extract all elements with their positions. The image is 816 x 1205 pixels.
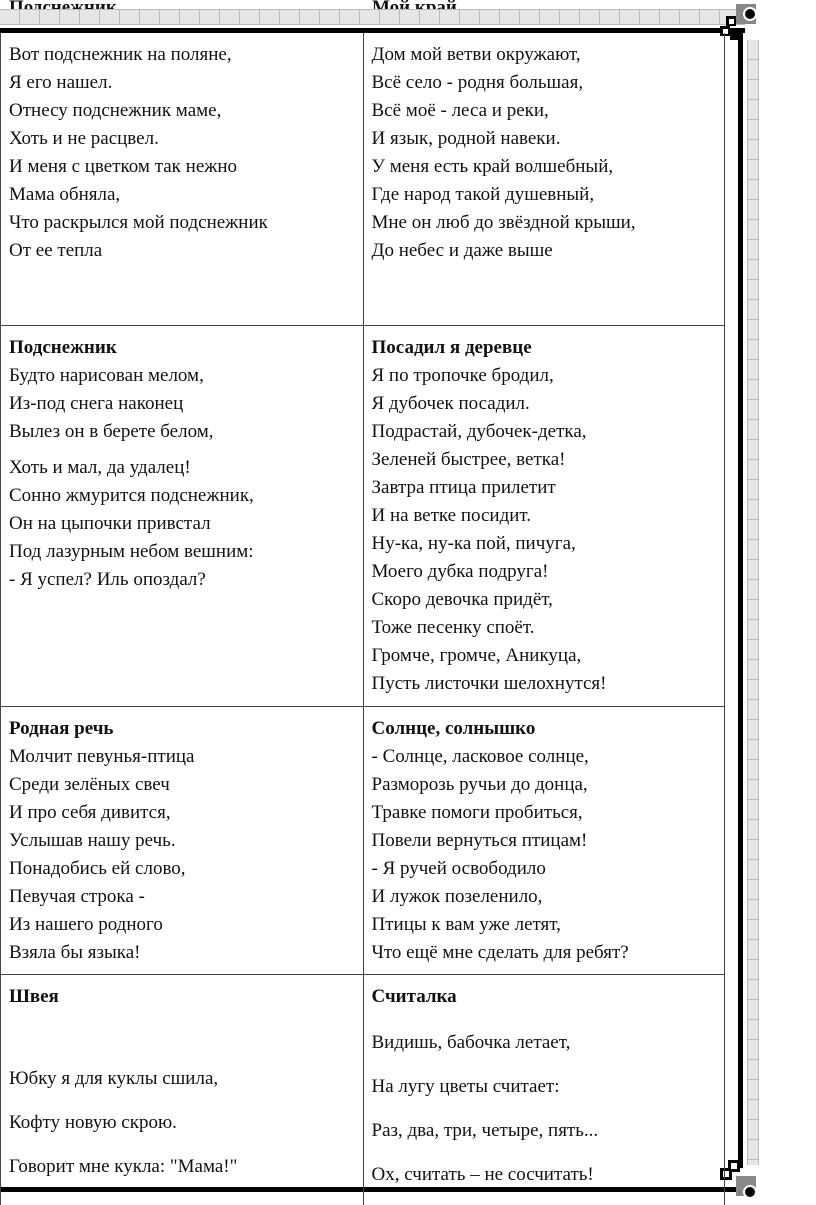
poems-table: Вот подснежник на поляне, Я его нашел. Отн… (0, 33, 725, 1205)
poem-line: Говорит мне кукла: "Мама!" (9, 1156, 238, 1177)
poem-line: И лужок позеленило, (371, 886, 543, 907)
poem-line: Ох, считать – не сосчитать! (371, 1164, 594, 1185)
poem-line: Мне он люб до звёздной крыши, (371, 212, 636, 233)
poem-line: Видишь, бабочка летает, (371, 1032, 571, 1053)
poem-line: Услышав нашу речь. (9, 830, 176, 851)
poem-line: Молчит певунья-птица (9, 746, 195, 767)
poem-cell: Посадил я деревце Я по тропочке бродил, Я … (364, 326, 725, 706)
poem-line: Юбку я для куклы сшила, (9, 1068, 219, 1089)
poem-line: Я дубочек посадил. (371, 393, 530, 414)
poem-line: Всё село - родня большая, (371, 72, 584, 93)
page-border-strip (0, 9, 745, 25)
poem-line: Мама обняла, (9, 184, 121, 205)
table-row: Швея Юбку я для куклы сшила, Кофту новую с… (1, 975, 725, 1205)
poem-title: Подснежник (9, 337, 117, 358)
poem-line: На лугу цветы считает: (371, 1076, 560, 1097)
poem-title: Родная речь (9, 718, 114, 739)
poem-line: Подрастай, дубочек-детка, (371, 421, 587, 442)
poem-line: И про себя дивится, (9, 802, 171, 823)
poem-line: Из нашего родного (9, 914, 163, 935)
page-border-bottom (0, 1187, 745, 1192)
poem-line: - Солнце, ласковое солнце, (371, 746, 589, 767)
poem-cell: Подснежник Будто нарисован мелом, Из-под с… (1, 326, 364, 706)
poem-line: Вот подснежник на поляне, (9, 44, 232, 65)
poem-cell: Дом мой ветви окружают, Всё село - родня … (364, 33, 725, 325)
poem-line: Тоже песенку споёт. (371, 617, 535, 638)
poem-line: Всё моё - леса и реки, (371, 100, 549, 121)
poem-title: Швея (9, 986, 59, 1007)
poem-line: Сонно жмурится подснежник, (9, 485, 254, 506)
poem-line: Зеленей быстрее, ветка! (371, 449, 566, 470)
poem-line: Среди зелёных свеч (9, 774, 170, 795)
poem-line: - Я успел? Иль опоздал? (9, 569, 206, 590)
poem-line: Он на цыпочки привстал (9, 513, 211, 534)
poem-line: И меня с цветком так нежно (9, 156, 238, 177)
poem-line: Я его нашел. (9, 72, 113, 93)
poem-line: И на ветке посидит. (371, 505, 532, 526)
poem-line: Раз, два, три, четыре, пять... (371, 1120, 599, 1141)
poem-line: Вылез он в берете белом, (9, 421, 214, 442)
poem-line: Травке помоги пробиться, (371, 802, 583, 823)
poem-line: Взяла бы языка! (9, 942, 141, 963)
poem-line: До небес и даже выше (371, 240, 553, 261)
poem-line: Под лазурным небом вешним: (9, 541, 254, 562)
poem-line: Повели вернуться птицам! (371, 830, 588, 851)
poem-line: Что раскрылся мой подснежник (9, 212, 268, 233)
poem-cell: Считалка Видишь, бабочка летает, На лугу ц… (364, 975, 725, 1205)
poem-line: Будто нарисован мелом, (9, 365, 204, 386)
poem-line: Отнесу подснежник маме, (9, 100, 222, 121)
poem-line: Дом мой ветви окружают, (371, 44, 581, 65)
poem-line: Что ещё мне сделать для ребят? (371, 942, 629, 963)
corner-ornament-icon (720, 4, 757, 40)
poem-line: Скоро девочка придёт, (371, 589, 553, 610)
poem-line: Пусть листочки шелохнутся! (371, 673, 607, 694)
page-border-top (0, 28, 745, 33)
table-row: Подснежник Будто нарисован мелом, Из-под с… (1, 326, 725, 707)
poem-line: Певучая строка - (9, 886, 145, 907)
poem-line: Из-под снега наконец (9, 393, 184, 414)
poem-cell: Солнце, солнышко - Солнце, ласковое солнц… (364, 707, 725, 974)
poem-line: Я по тропочке бродил, (371, 365, 554, 386)
table-row: Родная речь Молчит певунья-птица Среди зел… (1, 707, 725, 975)
poem-line: И язык, родной навеки. (371, 128, 561, 149)
poem-cell: Швея Юбку я для куклы сшила, Кофту новую с… (1, 975, 364, 1205)
poem-line: Разморозь ручьи до донца, (371, 774, 588, 795)
poem-title: Солнце, солнышко (371, 718, 536, 739)
poem-line: Ну-ка, ну-ка пой, пичуга, (371, 533, 576, 554)
poem-cell: Родная речь Молчит певунья-птица Среди зел… (1, 707, 364, 974)
poem-line: Понадобись ей слово, (9, 858, 186, 879)
poem-title: Считалка (371, 986, 457, 1007)
poem-line: Моего дубка подруга! (371, 561, 549, 582)
page-border-strip-right (747, 40, 759, 1165)
poem-line: Хоть и мал, да удалец! (9, 457, 191, 478)
poem-line: Птицы к вам уже летят, (371, 914, 561, 935)
poem-line: - Я ручей освободило (371, 858, 546, 879)
poem-line: У меня есть край волшебный, (371, 156, 614, 177)
poem-line: Кофту новую скрою. (9, 1112, 177, 1133)
poem-line: Где народ такой душевный, (371, 184, 595, 205)
poem-line: От ее тепла (9, 240, 103, 261)
poem-cell: Вот подснежник на поляне, Я его нашел. Отн… (1, 33, 364, 325)
poem-line: Завтра птица прилетит (371, 477, 556, 498)
table-row: Вот подснежник на поляне, Я его нашел. Отн… (1, 33, 725, 326)
poem-line: Громче, громче, Аникуца, (371, 645, 582, 666)
poem-line: Хоть и не расцвел. (9, 128, 159, 149)
page-border-right (738, 28, 743, 1168)
poem-title: Посадил я деревце (371, 337, 532, 358)
